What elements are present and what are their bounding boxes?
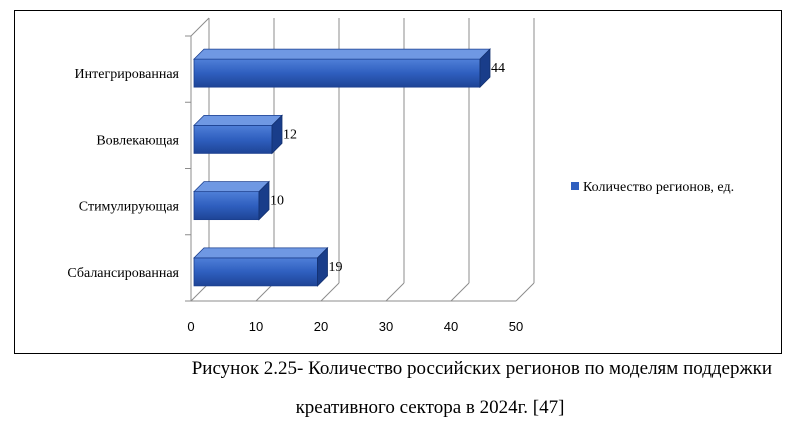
floor-gridline [385, 282, 405, 302]
legend-swatch [571, 182, 579, 190]
floor-gridline [320, 282, 340, 302]
data-label: 19 [329, 260, 343, 275]
legend-label: Количество регионов, ед. [583, 180, 734, 195]
bar-front [193, 58, 481, 88]
chart-frame: 0 10 20 30 40 50 Интегрированная 44 Вовлекающая 1… [14, 10, 782, 354]
data-label: 44 [491, 61, 505, 76]
category-label: Сбалансированная [67, 266, 179, 281]
figure-caption-line2: креативного сектора в 2024г. [47] [295, 397, 565, 418]
bar-top [193, 114, 283, 126]
x-tick-label: 30 [379, 319, 393, 334]
bar-end [271, 114, 283, 155]
bar-top [193, 247, 329, 259]
x-tick-label: 0 [187, 319, 194, 334]
category-label: Интегрированная [75, 67, 180, 82]
bar-top [193, 48, 491, 60]
bar-2 [193, 114, 283, 155]
category-label: Вовлекающая [96, 133, 179, 148]
bar-3 [193, 180, 270, 221]
bar-chart: 0 10 20 30 40 50 Интегрированная 44 Вовлекающая 1… [67, 17, 734, 334]
data-label: 12 [283, 127, 297, 142]
bar-front [193, 257, 318, 287]
floor-gridline [450, 282, 470, 302]
x-tick-label: 10 [249, 319, 263, 334]
bar-front [193, 191, 260, 221]
bar-end [317, 246, 328, 287]
bar-front [193, 124, 273, 154]
bar-top [193, 181, 270, 193]
category-label: Стимулирующая [79, 200, 180, 215]
x-tick-label: 20 [314, 319, 328, 334]
data-label: 10 [270, 194, 284, 209]
x-tick-label: 50 [509, 319, 523, 334]
floor-gridline [515, 282, 535, 302]
bar-end [479, 48, 491, 89]
top-wall-edge [190, 17, 210, 37]
bar-end [258, 180, 270, 221]
figure-caption-line1: Рисунок 2.25- Количество российских реги… [191, 358, 772, 379]
x-tick-label: 40 [444, 319, 458, 334]
bar-1 [193, 48, 491, 89]
bar-4 [193, 246, 329, 287]
